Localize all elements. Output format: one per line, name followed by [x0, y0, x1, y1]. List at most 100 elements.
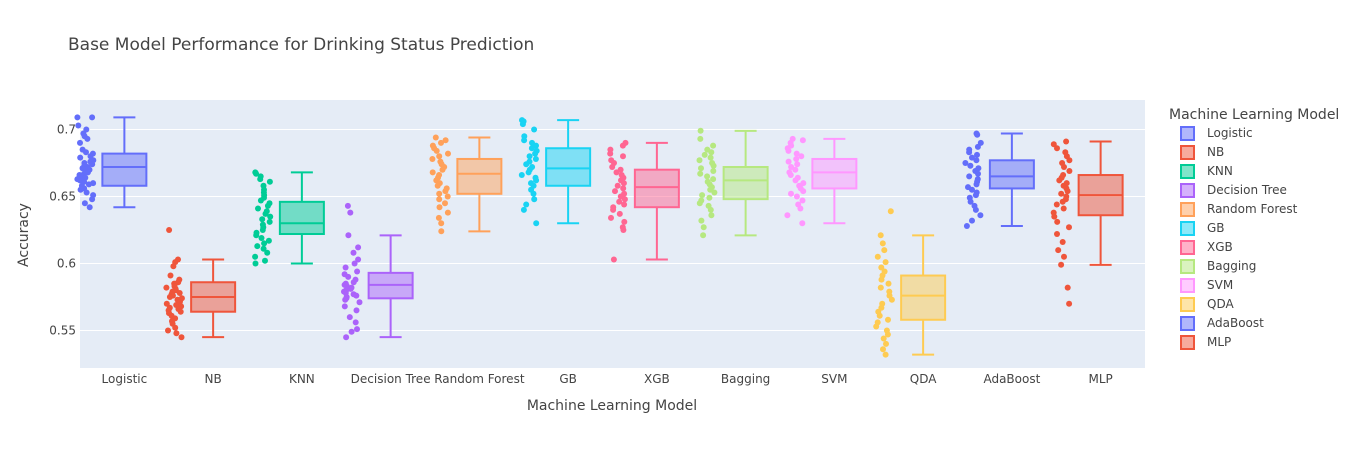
data-point — [616, 198, 623, 205]
data-point — [877, 232, 884, 239]
data-point — [973, 157, 980, 164]
data-point — [974, 131, 981, 138]
data-point — [610, 206, 617, 213]
data-point — [1050, 141, 1057, 148]
data-point — [266, 178, 273, 185]
x-tick-label: Logistic — [102, 372, 148, 386]
legend-item[interactable]: GB — [1180, 221, 1225, 236]
data-point — [710, 162, 717, 169]
data-point — [698, 165, 704, 172]
data-point — [975, 170, 981, 177]
data-point — [89, 196, 96, 203]
box-series — [74, 114, 1124, 358]
data-point — [533, 177, 540, 184]
legend-item[interactable]: XGB — [1180, 240, 1233, 255]
x-tick-label: GB — [559, 372, 577, 386]
data-point — [177, 308, 184, 315]
data-point — [77, 186, 84, 193]
data-point — [616, 210, 623, 217]
data-point — [86, 204, 93, 211]
data-point — [966, 149, 973, 156]
data-point — [882, 351, 889, 358]
data-point — [354, 326, 360, 333]
data-point — [523, 161, 530, 168]
legend-item[interactable]: Decision Tree — [1180, 183, 1287, 198]
data-point — [350, 279, 357, 286]
legend-swatch — [1180, 297, 1195, 312]
legend-label: GB — [1207, 221, 1225, 235]
data-point — [710, 176, 717, 183]
legend-item[interactable]: Bagging — [1180, 259, 1256, 274]
data-point — [974, 143, 981, 150]
legend-swatch — [1180, 183, 1195, 198]
data-point — [699, 192, 706, 199]
legend-swatch — [1180, 335, 1195, 350]
data-point — [620, 227, 627, 233]
data-point — [977, 212, 984, 219]
data-point — [612, 188, 618, 195]
data-point — [167, 272, 174, 279]
data-point — [621, 218, 628, 225]
data-point — [1053, 201, 1060, 208]
iqr-box — [545, 147, 592, 187]
data-point — [788, 190, 794, 197]
data-point — [1059, 198, 1066, 205]
data-point — [967, 162, 974, 169]
data-point — [444, 193, 451, 200]
data-point — [258, 235, 265, 241]
data-point — [613, 169, 620, 176]
data-point — [708, 149, 715, 156]
iqr-box — [722, 166, 769, 201]
legend-swatch — [1180, 126, 1195, 141]
data-point — [89, 114, 96, 121]
data-point — [352, 319, 359, 326]
data-point — [1066, 224, 1072, 231]
data-point — [1061, 253, 1067, 260]
data-point — [621, 196, 628, 203]
data-point — [880, 335, 887, 342]
legend-item[interactable]: MLP — [1180, 335, 1231, 350]
data-point — [253, 170, 260, 177]
legend-item[interactable]: Logistic — [1180, 126, 1253, 141]
data-point — [170, 263, 177, 270]
data-point — [346, 314, 353, 321]
series-knn — [252, 169, 325, 267]
legend-item[interactable]: KNN — [1180, 164, 1233, 179]
data-point — [792, 177, 799, 184]
legend-item[interactable]: NB — [1180, 145, 1224, 160]
legend-item[interactable]: Random Forest — [1180, 202, 1298, 217]
data-point — [436, 190, 443, 197]
data-point — [882, 259, 889, 266]
data-point — [972, 206, 979, 213]
data-point — [260, 245, 267, 252]
data-point — [973, 181, 980, 188]
data-point — [784, 212, 791, 219]
data-point — [163, 284, 170, 291]
x-tick-label: SVM — [821, 372, 847, 386]
data-point — [883, 340, 889, 347]
data-point — [793, 193, 800, 200]
data-point — [708, 212, 715, 219]
data-point — [972, 192, 979, 199]
data-point — [1058, 190, 1065, 197]
iqr-box — [811, 157, 858, 190]
data-point — [435, 214, 442, 221]
data-point — [436, 196, 443, 203]
data-point — [531, 196, 538, 203]
data-point — [785, 147, 792, 154]
legend-item[interactable]: SVM — [1180, 278, 1233, 293]
legend-item[interactable]: AdaBoost — [1180, 316, 1264, 331]
legend-label: NB — [1207, 145, 1224, 159]
data-point — [608, 214, 614, 221]
data-point — [438, 228, 445, 235]
data-point — [257, 176, 264, 183]
legend-item[interactable]: QDA — [1180, 297, 1234, 312]
series-mlp — [1050, 138, 1124, 307]
data-point — [619, 142, 626, 149]
iqr-box — [900, 274, 947, 321]
data-point — [526, 153, 533, 160]
data-point — [881, 247, 888, 254]
data-point — [1058, 261, 1065, 268]
data-point — [621, 201, 628, 208]
data-point — [966, 173, 973, 180]
